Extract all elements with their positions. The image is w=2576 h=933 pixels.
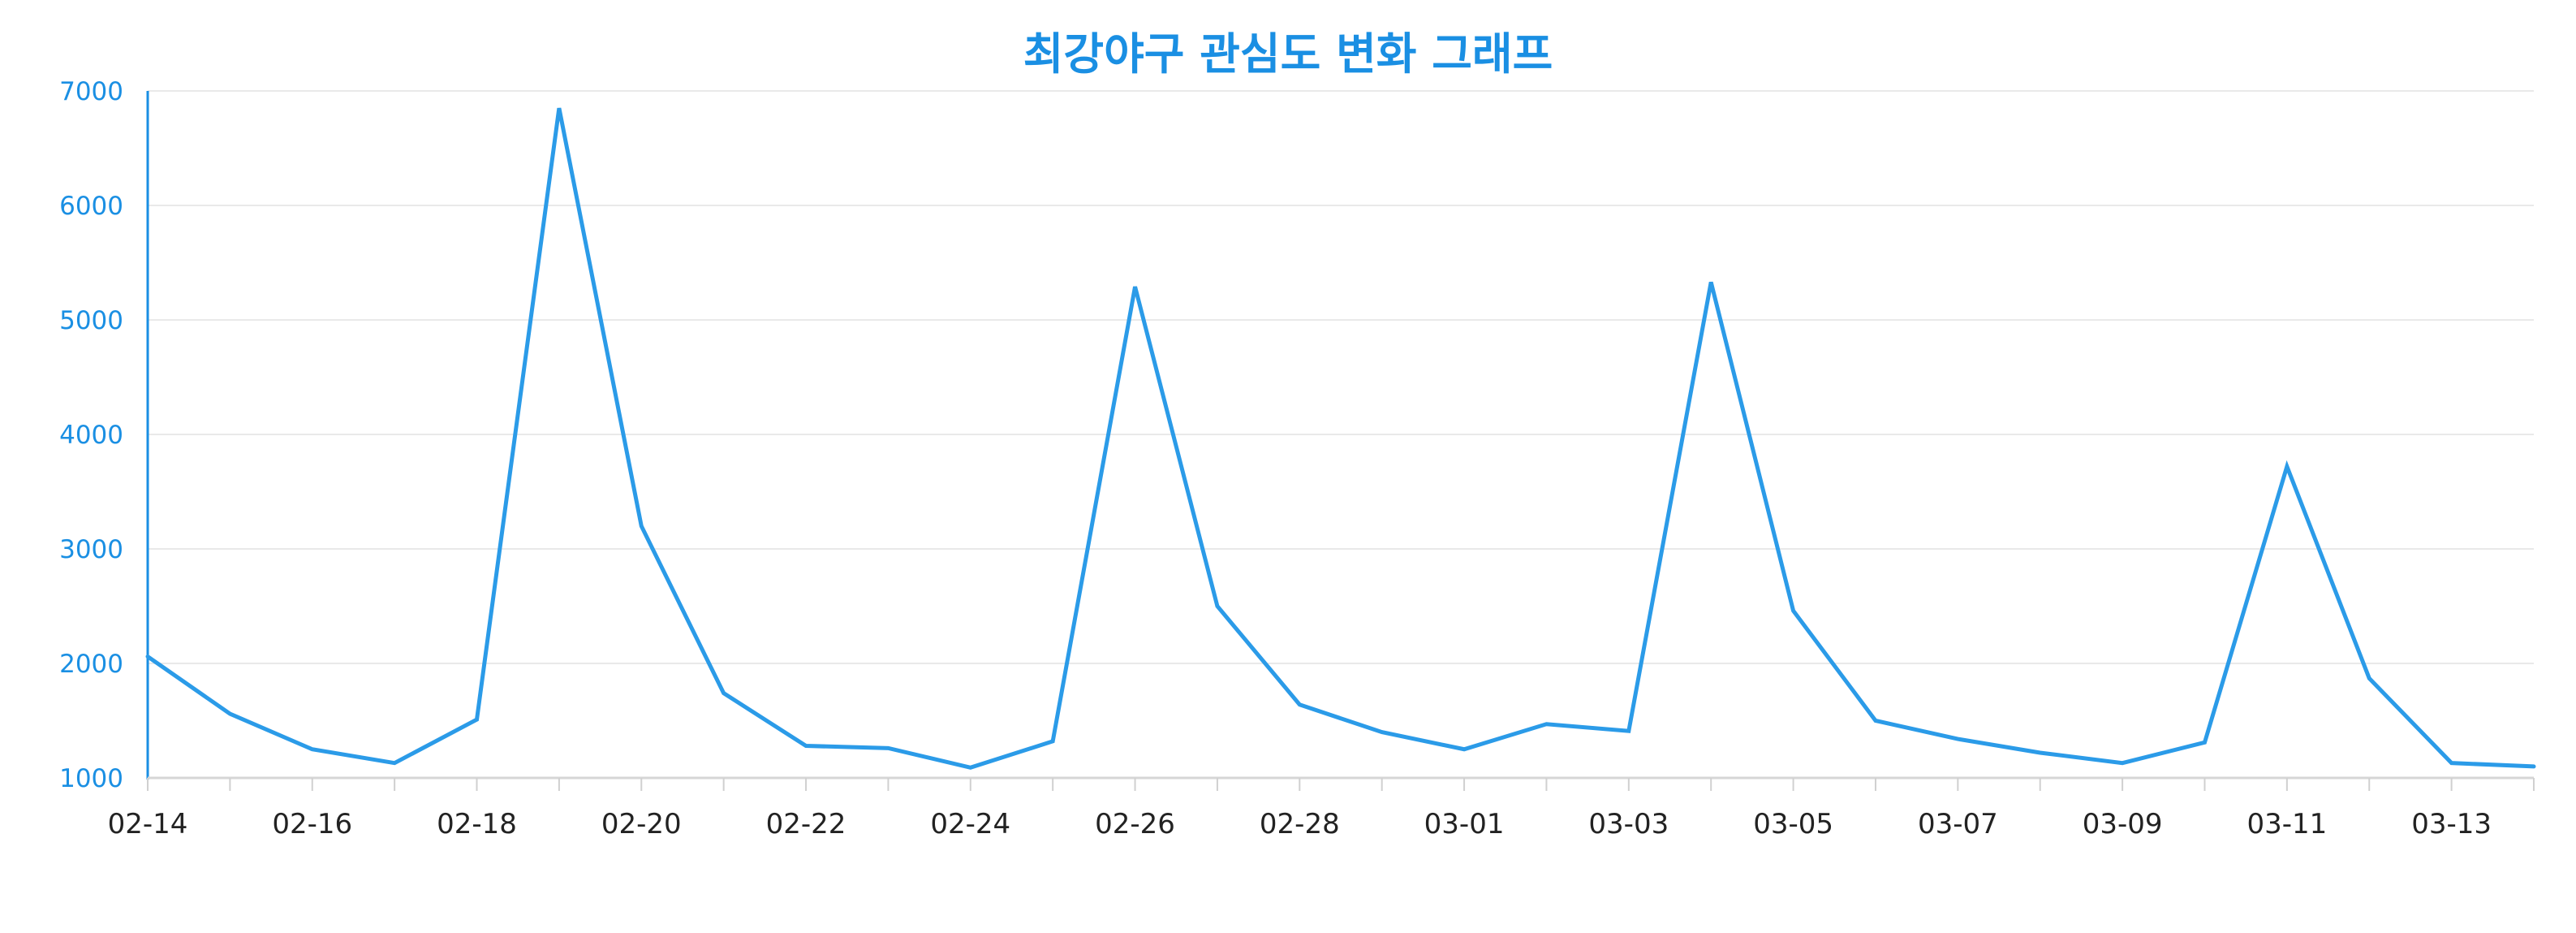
x-tick-label: 03-05	[1753, 808, 1833, 840]
x-tick-label: 03-09	[2083, 808, 2163, 840]
x-tick-label: 03-03	[1588, 808, 1669, 840]
x-tick-label: 03-11	[2246, 808, 2327, 840]
series-line	[145, 107, 2536, 770]
y-tick-label: 2000	[59, 650, 123, 679]
y-tick-label: 6000	[59, 192, 123, 221]
x-tick-label: 02-26	[1095, 808, 1175, 840]
grid-lines	[148, 90, 2534, 664]
x-tick-label: 02-22	[766, 808, 846, 840]
axes	[146, 91, 2535, 791]
x-tick-label: 02-28	[1260, 808, 1340, 840]
x-tick-label: 02-18	[437, 808, 517, 840]
series-layer	[145, 107, 2536, 770]
y-tick-label: 1000	[59, 764, 123, 793]
x-tick-label: 03-13	[2411, 808, 2492, 840]
y-tick-label: 4000	[59, 421, 123, 450]
y-tick-label: 7000	[59, 77, 123, 106]
x-tick-label: 03-07	[1918, 808, 1998, 840]
x-tick-label: 02-20	[601, 808, 682, 840]
x-tick-label: 02-16	[272, 808, 352, 840]
y-tick-label: 3000	[59, 535, 123, 564]
chart-title: 최강야구 관심도 변화 그래프	[1023, 28, 1553, 80]
x-tick-labels: 02-14 02-16 02-18 02-20 02-22 02-24 02-26 02-28…	[108, 808, 2492, 840]
y-tick-label: 5000	[59, 306, 123, 335]
x-tick-label: 02-14	[108, 808, 188, 840]
y-tick-labels: 1000 2000 3000 4000 5000 6000 7000	[59, 77, 123, 793]
x-tick-label: 03-01	[1424, 808, 1505, 840]
x-tick-label: 02-24	[930, 808, 1010, 840]
